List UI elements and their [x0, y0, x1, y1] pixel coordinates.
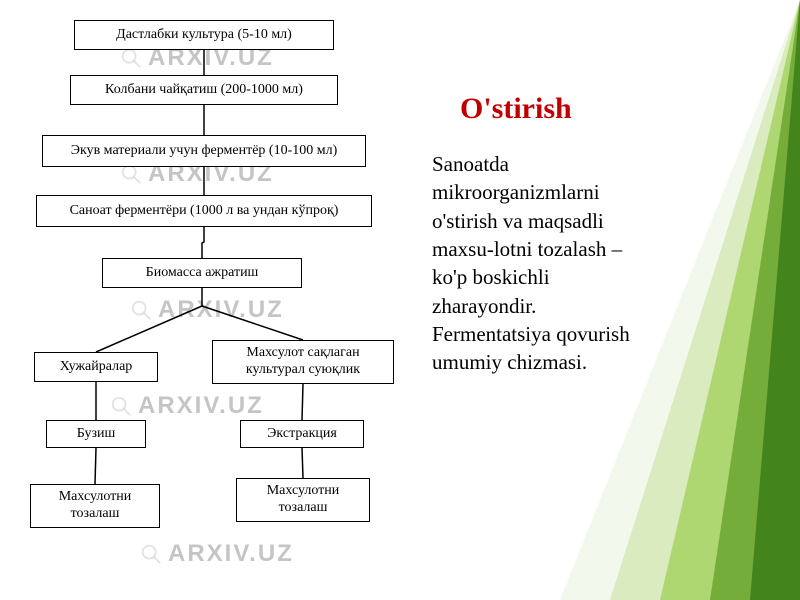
slide-title: O'stirish	[460, 92, 572, 126]
flow-node-n6: Хужайралар	[34, 352, 158, 382]
watermark-text: ARXIV.UZ	[158, 296, 284, 324]
flow-node-n2: Колбани чайқатиш (200-1000 мл)	[70, 75, 338, 105]
slide-body-text: Sanoatda mikroorganizmlarni o'stirish va…	[432, 150, 632, 377]
flow-node-n8: Бузиш	[46, 420, 146, 448]
watermark: ARXIV.UZ	[110, 392, 264, 420]
flow-node-n1: Дастлабки культура (5-10 мл)	[74, 20, 334, 50]
flow-node-n9: Экстракция	[240, 420, 364, 448]
watermark-text: ARXIV.UZ	[138, 392, 264, 420]
magnifier-icon	[110, 395, 132, 417]
flow-node-n4: Саноат ферментёри (1000 л ва ундан кўпро…	[36, 195, 372, 227]
flow-node-n3: Экув материали учун ферментёр (10-100 мл…	[42, 135, 366, 167]
magnifier-icon	[130, 299, 152, 321]
flow-node-n7: Махсулот сақлаган культурал суюқлик	[212, 340, 394, 384]
magnifier-icon	[120, 47, 142, 69]
watermark-text: ARXIV.UZ	[168, 540, 294, 568]
flow-node-n11: Махсулотни тозалаш	[236, 478, 370, 522]
watermark: ARXIV.UZ	[130, 296, 284, 324]
watermark: ARXIV.UZ	[140, 540, 294, 568]
flow-node-n5: Биомасса ажратиш	[102, 258, 302, 288]
slide-stage: ARXIV.UZARXIV.UZARXIV.UZARXIV.UZARXIV.UZ…	[0, 0, 800, 600]
flow-node-n10: Махсулотни тозалаш	[30, 484, 160, 528]
magnifier-icon	[140, 543, 162, 565]
